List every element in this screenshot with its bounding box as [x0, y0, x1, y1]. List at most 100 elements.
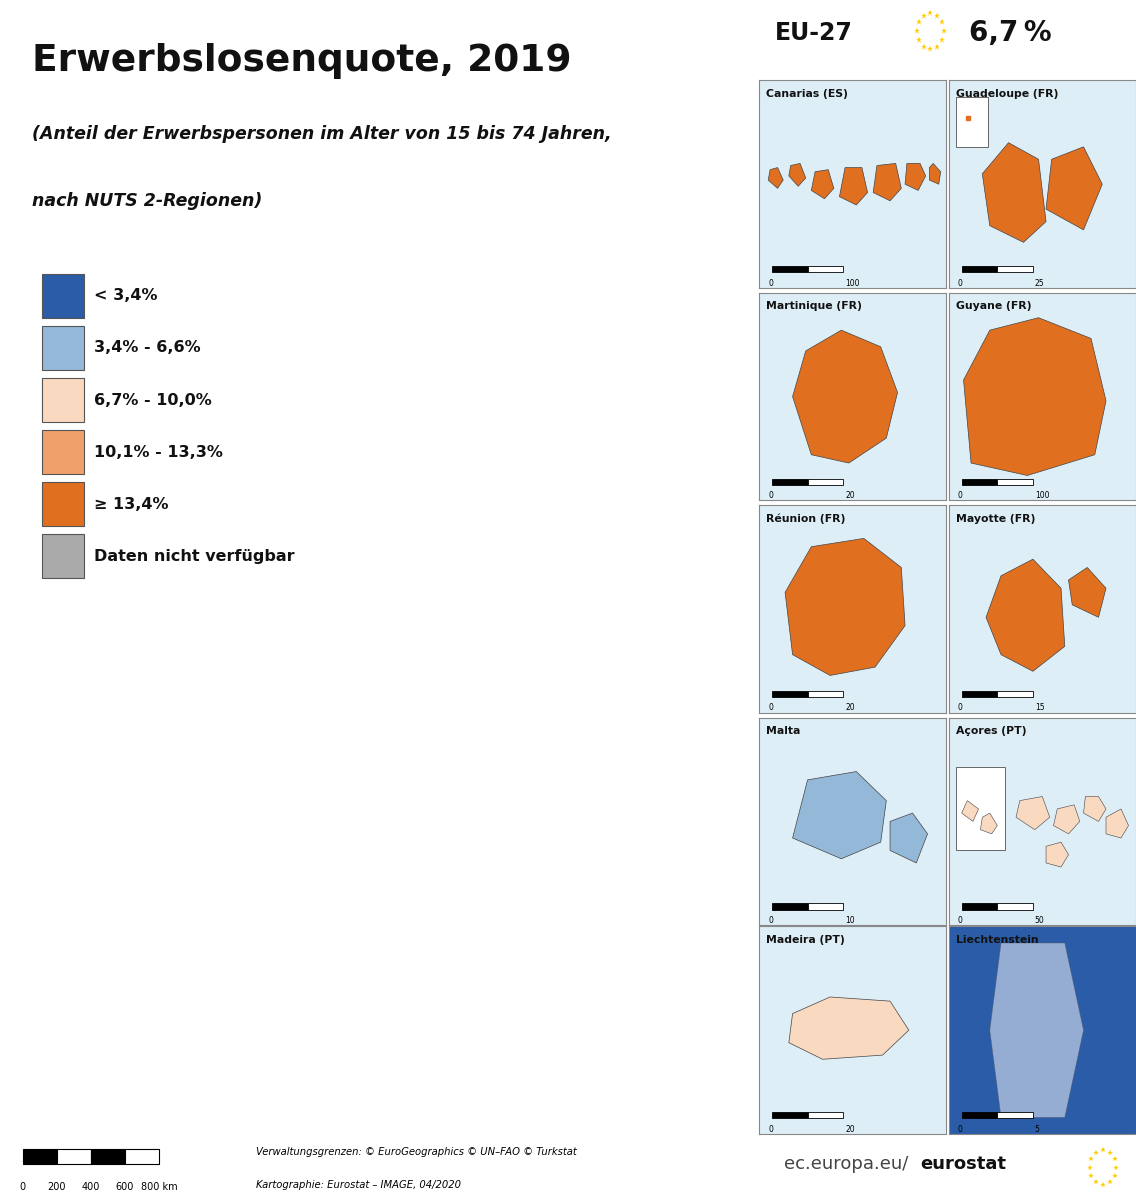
- Polygon shape: [1046, 842, 1069, 868]
- Bar: [772, 266, 808, 272]
- Text: 0: 0: [768, 491, 774, 500]
- Text: 5: 5: [1035, 1124, 1039, 1134]
- Text: 6,7 %: 6,7 %: [969, 19, 1051, 47]
- Bar: [997, 266, 1033, 272]
- Text: Réunion (FR): Réunion (FR): [767, 514, 845, 524]
- Polygon shape: [788, 997, 909, 1060]
- Polygon shape: [980, 814, 997, 834]
- Bar: [42, 534, 84, 578]
- Text: Canarias (ES): Canarias (ES): [767, 89, 849, 98]
- Bar: [42, 274, 84, 318]
- Bar: [772, 1112, 808, 1118]
- Polygon shape: [989, 943, 1084, 1117]
- Bar: [808, 1112, 843, 1118]
- Text: 0: 0: [768, 703, 774, 713]
- Text: 100: 100: [1035, 491, 1050, 500]
- Text: EU-27: EU-27: [775, 20, 852, 44]
- Text: ≥ 13,4%: ≥ 13,4%: [94, 497, 168, 511]
- Bar: [42, 482, 84, 526]
- Text: 200: 200: [48, 1182, 66, 1192]
- Bar: [997, 479, 1033, 485]
- Bar: [997, 691, 1033, 697]
- Bar: [772, 904, 808, 910]
- Polygon shape: [962, 800, 978, 821]
- Text: 0: 0: [768, 1124, 774, 1134]
- Bar: [42, 378, 84, 422]
- Text: 25: 25: [1035, 278, 1044, 288]
- Polygon shape: [891, 814, 928, 863]
- Polygon shape: [983, 143, 1046, 242]
- Bar: [91, 1150, 125, 1164]
- Text: 400: 400: [82, 1182, 100, 1192]
- Text: Malta: Malta: [767, 726, 801, 736]
- Polygon shape: [768, 168, 783, 188]
- Bar: [997, 904, 1033, 910]
- Bar: [957, 97, 988, 146]
- Bar: [42, 431, 84, 474]
- Text: eurostat: eurostat: [920, 1154, 1006, 1172]
- Text: Guadeloupe (FR): Guadeloupe (FR): [957, 89, 1059, 98]
- Text: 0: 0: [19, 1182, 26, 1192]
- Text: 100: 100: [845, 278, 860, 288]
- Bar: [808, 904, 843, 910]
- Polygon shape: [1106, 809, 1128, 838]
- Bar: [962, 691, 997, 697]
- Text: ec.europa.eu/: ec.europa.eu/: [784, 1154, 908, 1172]
- Polygon shape: [1053, 805, 1079, 834]
- Text: 800 km: 800 km: [141, 1182, 177, 1192]
- Polygon shape: [788, 163, 805, 186]
- Text: 20: 20: [845, 491, 854, 500]
- Text: 20: 20: [845, 1124, 854, 1134]
- Text: 0: 0: [958, 491, 963, 500]
- Bar: [962, 1112, 997, 1118]
- Text: Daten nicht verfügbar: Daten nicht verfügbar: [94, 548, 294, 564]
- Text: 600: 600: [116, 1182, 134, 1192]
- Bar: [42, 326, 84, 370]
- Polygon shape: [1069, 568, 1106, 617]
- Text: 15: 15: [1035, 703, 1044, 713]
- Text: Madeira (PT): Madeira (PT): [767, 935, 845, 944]
- Polygon shape: [793, 772, 886, 859]
- Text: 10: 10: [845, 916, 854, 925]
- Bar: [772, 479, 808, 485]
- Polygon shape: [1016, 797, 1050, 829]
- Bar: [772, 691, 808, 697]
- Text: 0: 0: [768, 916, 774, 925]
- Text: 50: 50: [1035, 916, 1044, 925]
- Polygon shape: [793, 330, 897, 463]
- Text: Açores (PT): Açores (PT): [957, 726, 1027, 736]
- Bar: [957, 768, 1005, 851]
- Polygon shape: [963, 318, 1106, 475]
- Polygon shape: [840, 168, 868, 205]
- Polygon shape: [874, 163, 901, 200]
- Text: < 3,4%: < 3,4%: [94, 288, 158, 304]
- Text: Mayotte (FR): Mayotte (FR): [957, 514, 1035, 523]
- Text: 3,4% - 6,6%: 3,4% - 6,6%: [94, 341, 201, 355]
- Text: 10,1% - 13,3%: 10,1% - 13,3%: [94, 445, 223, 460]
- Text: 20: 20: [845, 703, 854, 713]
- Polygon shape: [1046, 146, 1102, 230]
- Text: Guyane (FR): Guyane (FR): [957, 301, 1031, 311]
- Polygon shape: [905, 163, 926, 191]
- Bar: [997, 1112, 1033, 1118]
- Polygon shape: [929, 163, 941, 184]
- Polygon shape: [785, 539, 905, 676]
- Polygon shape: [1084, 797, 1106, 821]
- Bar: [125, 1150, 159, 1164]
- Text: 0: 0: [958, 916, 963, 925]
- Bar: [962, 904, 997, 910]
- Bar: [962, 266, 997, 272]
- Text: 0: 0: [768, 278, 774, 288]
- Text: Verwaltungsgrenzen: © EuroGeographics © UN–FAO © Turkstat: Verwaltungsgrenzen: © EuroGeographics © …: [256, 1147, 576, 1157]
- Text: 0: 0: [958, 1124, 963, 1134]
- Text: Martinique (FR): Martinique (FR): [767, 301, 862, 311]
- Bar: [962, 479, 997, 485]
- Bar: [57, 1150, 91, 1164]
- Polygon shape: [811, 169, 834, 199]
- Bar: [808, 266, 843, 272]
- Text: 0: 0: [958, 278, 963, 288]
- Bar: [808, 479, 843, 485]
- Text: Kartographie: Eurostat – IMAGE, 04/2020: Kartographie: Eurostat – IMAGE, 04/2020: [256, 1181, 460, 1190]
- Bar: [808, 691, 843, 697]
- Text: Erwerbslosenquote, 2019: Erwerbslosenquote, 2019: [32, 43, 571, 79]
